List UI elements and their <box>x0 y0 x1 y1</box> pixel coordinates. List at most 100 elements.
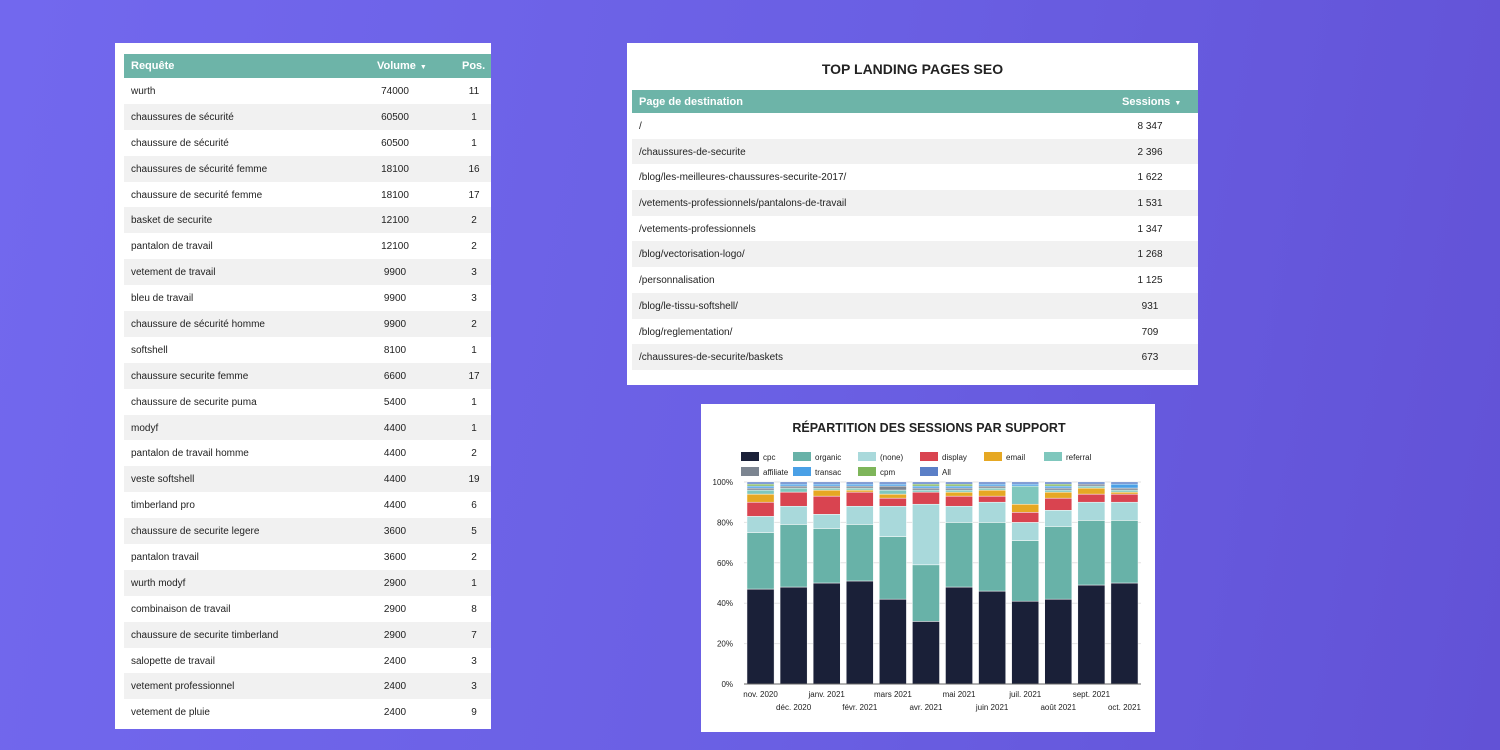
bar-segment-email-11[interactable] <box>1110 491 1139 495</box>
bar-segment-cpm-0[interactable] <box>746 483 775 487</box>
bar-segment-email-6[interactable] <box>945 491 973 497</box>
legend-label[interactable]: cpc <box>763 453 775 462</box>
bar-segment-transac-6[interactable] <box>945 485 973 489</box>
bar-segment-All-8[interactable] <box>1011 481 1040 485</box>
bar-segment-none-8[interactable] <box>1011 522 1040 541</box>
legend-swatch-All[interactable] <box>920 467 938 476</box>
bar-segment-display-4[interactable] <box>879 497 907 507</box>
bar-segment-display-3[interactable] <box>845 491 874 507</box>
bar-segment-display-10[interactable] <box>1077 493 1106 503</box>
bar-segment-organic-11[interactable] <box>1110 520 1139 584</box>
bar-segment-none-3[interactable] <box>845 505 874 525</box>
bar-segment-none-1[interactable] <box>779 505 808 525</box>
bar-segment-cpc-1[interactable] <box>779 586 808 685</box>
bar-segment-organic-8[interactable] <box>1011 540 1040 602</box>
legend-swatch-email[interactable] <box>984 452 1002 461</box>
bar-segment-affiliate-1[interactable] <box>779 485 808 489</box>
bar-segment-display-9[interactable] <box>1044 497 1073 511</box>
bar-segment-transac-7[interactable] <box>978 483 1006 487</box>
bar-segment-organic-5[interactable] <box>912 564 940 622</box>
bar-segment-All-3[interactable] <box>845 481 874 485</box>
bar-segment-All-11[interactable] <box>1110 481 1139 485</box>
bar-segment-email-0[interactable] <box>746 493 775 503</box>
bar-segment-organic-9[interactable] <box>1044 526 1073 600</box>
bar-segment-email-7[interactable] <box>978 489 1006 497</box>
bar-segment-none-10[interactable] <box>1077 501 1106 521</box>
header-volume[interactable]: Volume ▼ <box>377 60 427 72</box>
bar-segment-referral-11[interactable] <box>1110 489 1139 493</box>
bar-segment-cpc-9[interactable] <box>1044 598 1073 685</box>
bar-segment-display-0[interactable] <box>746 501 775 517</box>
bar-segment-transac-5[interactable] <box>912 485 940 489</box>
bar-segment-All-0[interactable] <box>746 481 775 485</box>
legend-swatch-display[interactable] <box>920 452 938 461</box>
legend-swatch-organic[interactable] <box>793 452 811 461</box>
legend-label[interactable]: cpm <box>880 468 895 477</box>
bar-segment-cpm-6[interactable] <box>945 483 973 487</box>
bar-segment-transac-0[interactable] <box>746 485 775 489</box>
bar-segment-organic-3[interactable] <box>845 524 874 582</box>
bar-segment-All-1[interactable] <box>779 481 808 485</box>
legend-swatch-cpm[interactable] <box>858 467 876 476</box>
bar-segment-referral-9[interactable] <box>1044 489 1073 493</box>
bar-segment-organic-0[interactable] <box>746 532 775 590</box>
header-position[interactable]: Pos. <box>462 60 486 72</box>
legend-label[interactable]: (none) <box>880 453 903 462</box>
legend-swatch-cpc[interactable] <box>741 452 759 461</box>
bar-segment-All-7[interactable] <box>978 481 1006 485</box>
legend-swatch-transac[interactable] <box>793 467 811 476</box>
sort-desc-icon[interactable]: ▼ <box>1174 100 1182 107</box>
bar-segment-display-2[interactable] <box>812 495 841 515</box>
sort-desc-icon[interactable]: ▼ <box>419 64 427 71</box>
bar-segment-email-4[interactable] <box>879 493 907 499</box>
bar-segment-display-11[interactable] <box>1110 493 1139 503</box>
bar-segment-email-10[interactable] <box>1077 487 1106 495</box>
bar-segment-cpc-8[interactable] <box>1011 600 1040 685</box>
bar-segment-affiliate-2[interactable] <box>812 485 841 489</box>
bar-segment-none-5[interactable] <box>912 503 940 566</box>
bar-segment-organic-2[interactable] <box>812 528 841 584</box>
bar-segment-display-6[interactable] <box>945 495 973 507</box>
bar-segment-organic-4[interactable] <box>879 536 907 600</box>
bar-segment-none-6[interactable] <box>945 505 973 523</box>
bar-segment-cpc-2[interactable] <box>812 582 841 685</box>
bar-segment-cpc-5[interactable] <box>912 621 940 685</box>
bar-segment-email-3[interactable] <box>845 489 874 493</box>
header-sessions[interactable]: Sessions ▼ <box>1122 96 1181 108</box>
bar-segment-email-2[interactable] <box>812 489 841 497</box>
bar-segment-none-0[interactable] <box>746 516 775 533</box>
bar-segment-referral-5[interactable] <box>912 489 940 493</box>
bar-segment-transac-11[interactable] <box>1110 483 1139 489</box>
bar-segment-affiliate-3[interactable] <box>845 485 874 489</box>
bar-segment-affiliate-0[interactable] <box>746 487 775 491</box>
bar-segment-display-1[interactable] <box>779 491 808 507</box>
bar-segment-affiliate-5[interactable] <box>912 487 940 491</box>
bar-segment-organic-1[interactable] <box>779 524 808 588</box>
bar-segment-referral-2[interactable] <box>812 487 841 491</box>
bar-segment-transac-2[interactable] <box>812 483 841 487</box>
legend-swatch-referral[interactable] <box>1044 452 1062 461</box>
bar-segment-organic-10[interactable] <box>1077 520 1106 586</box>
bar-segment-affiliate-9[interactable] <box>1044 487 1073 491</box>
legend-label[interactable]: organic <box>815 453 841 462</box>
bar-segment-cpc-3[interactable] <box>845 580 874 685</box>
header-query[interactable]: Requête <box>131 60 175 72</box>
bar-segment-All-2[interactable] <box>812 481 841 485</box>
bar-segment-All-6[interactable] <box>945 481 973 485</box>
bar-segment-cpc-6[interactable] <box>945 586 973 685</box>
bar-segment-cpm-5[interactable] <box>912 483 940 487</box>
bar-segment-cpm-9[interactable] <box>1044 483 1073 487</box>
legend-label[interactable]: email <box>1006 453 1025 462</box>
bar-segment-affiliate-11[interactable] <box>1110 487 1139 491</box>
bar-segment-organic-6[interactable] <box>945 522 973 588</box>
bar-segment-transac-4[interactable] <box>879 483 907 487</box>
bar-segment-transac-9[interactable] <box>1044 485 1073 489</box>
header-page[interactable]: Page de destination <box>639 96 743 108</box>
bar-segment-referral-10[interactable] <box>1077 485 1106 489</box>
bar-segment-cpc-10[interactable] <box>1077 584 1106 685</box>
bar-segment-All-4[interactable] <box>879 481 907 485</box>
bar-segment-affiliate-10[interactable] <box>1077 483 1106 487</box>
bar-segment-cpc-11[interactable] <box>1110 582 1139 685</box>
bar-segment-email-8[interactable] <box>1011 503 1040 513</box>
bar-segment-cpc-0[interactable] <box>746 588 775 685</box>
